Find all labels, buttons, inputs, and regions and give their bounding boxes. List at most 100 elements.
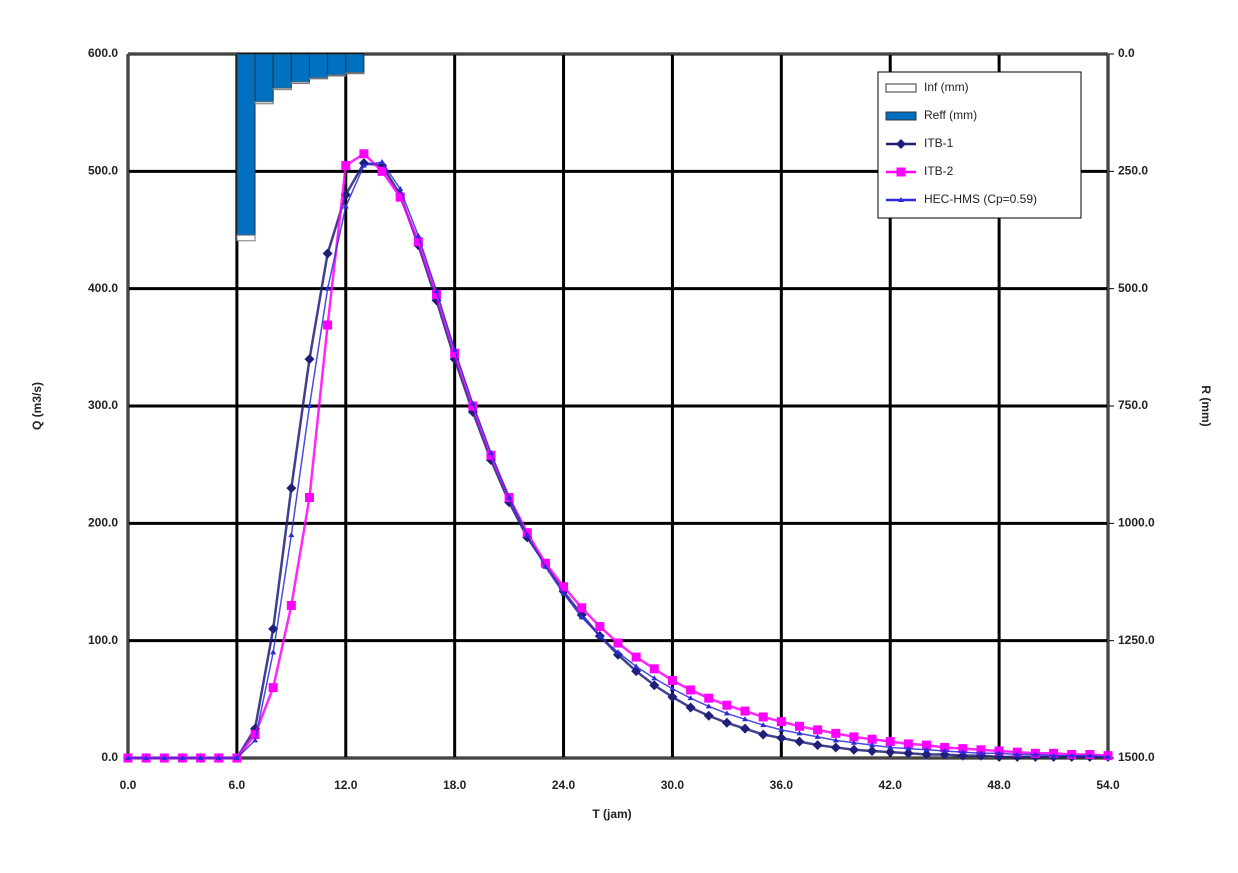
- marker: [941, 747, 948, 753]
- marker: [957, 750, 968, 761]
- x-tick-label: 12.0: [334, 778, 358, 792]
- marker: [360, 162, 367, 168]
- bar: [345, 53, 365, 74]
- legend-label: HEC-HMS (Cp=0.59): [924, 192, 1037, 206]
- marker: [778, 726, 785, 732]
- marker: [976, 745, 986, 755]
- legend-swatch: [885, 83, 917, 93]
- marker: [1032, 751, 1039, 757]
- y2-tick-label: 0.0: [1118, 46, 1135, 60]
- marker: [288, 532, 295, 538]
- y2-tick-label: 1500.0: [1118, 750, 1155, 764]
- marker: [179, 755, 186, 760]
- y2-tick-label: 1000.0: [1118, 516, 1155, 530]
- marker: [451, 346, 458, 352]
- marker: [896, 139, 906, 149]
- marker: [631, 652, 641, 662]
- marker: [742, 716, 749, 722]
- marker: [977, 750, 984, 756]
- marker: [577, 603, 587, 613]
- marker: [270, 649, 277, 655]
- marker: [524, 532, 531, 538]
- marker: [433, 288, 440, 294]
- marker: [415, 232, 422, 238]
- marker: [723, 710, 730, 716]
- marker: [540, 558, 550, 568]
- marker: [740, 723, 751, 734]
- marker: [651, 675, 658, 681]
- marker: [304, 493, 314, 503]
- marker: [1050, 752, 1057, 758]
- bar: [327, 53, 347, 76]
- marker: [559, 582, 569, 592]
- marker: [996, 750, 1003, 756]
- marker: [613, 649, 623, 660]
- marker: [468, 401, 478, 411]
- marker: [830, 742, 841, 753]
- bar: [236, 53, 256, 236]
- marker: [813, 725, 823, 735]
- legend-label: ITB-1: [924, 136, 954, 150]
- marker: [776, 717, 786, 727]
- x-tick-label: 30.0: [661, 778, 685, 792]
- marker: [958, 744, 968, 754]
- bar: [290, 53, 310, 83]
- marker: [705, 703, 712, 709]
- marker: [633, 663, 640, 669]
- y2-axis-title: R (mm): [1199, 385, 1213, 426]
- marker: [486, 450, 496, 460]
- y2-tick-label: 750.0: [1118, 398, 1148, 412]
- marker: [669, 685, 676, 691]
- marker: [721, 717, 732, 728]
- x-tick-label: 6.0: [229, 778, 246, 792]
- marker: [143, 755, 150, 760]
- bar: [254, 101, 274, 105]
- marker: [722, 700, 732, 710]
- marker: [323, 320, 333, 330]
- bar: [308, 53, 329, 79]
- marker: [215, 755, 222, 760]
- marker: [649, 664, 659, 674]
- marker: [487, 449, 494, 455]
- marker: [867, 745, 878, 756]
- marker: [161, 755, 168, 760]
- marker: [286, 483, 297, 494]
- marker: [306, 403, 313, 408]
- marker: [397, 185, 404, 191]
- marker: [395, 192, 405, 202]
- x-tick-label: 54.0: [1096, 778, 1120, 792]
- marker: [304, 354, 315, 365]
- marker: [197, 755, 204, 760]
- marker: [233, 755, 240, 760]
- marker: [667, 676, 677, 686]
- marker: [1014, 751, 1021, 757]
- marker: [613, 638, 623, 648]
- y2-tick-label: 500.0: [1118, 281, 1148, 295]
- marker: [923, 746, 930, 752]
- marker: [796, 730, 803, 736]
- x-tick-label: 48.0: [987, 778, 1011, 792]
- marker: [812, 740, 823, 751]
- y-tick-label: 100.0: [88, 633, 118, 647]
- marker: [898, 197, 904, 202]
- marker: [740, 706, 750, 716]
- marker: [1105, 753, 1111, 759]
- marker: [687, 695, 694, 701]
- marker: [667, 691, 678, 702]
- marker: [1068, 752, 1075, 758]
- marker: [322, 248, 333, 259]
- marker: [413, 237, 423, 247]
- marker: [342, 203, 349, 209]
- marker: [903, 748, 914, 759]
- legend-label: Inf (mm): [924, 80, 969, 94]
- marker: [595, 622, 605, 632]
- y-tick-label: 0.0: [101, 750, 118, 764]
- marker: [885, 737, 895, 747]
- y2-tick-label: 1250.0: [1118, 633, 1155, 647]
- marker: [506, 494, 513, 500]
- x-axis-title: T (jam): [592, 807, 631, 821]
- marker: [1086, 752, 1093, 758]
- marker: [831, 728, 841, 738]
- marker: [560, 590, 567, 596]
